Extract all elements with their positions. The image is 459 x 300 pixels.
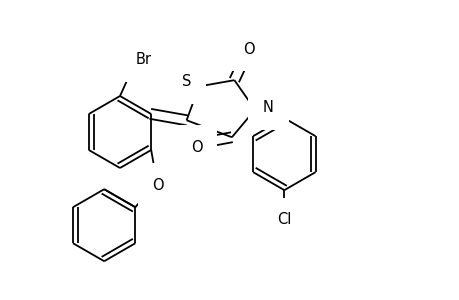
Text: Cl: Cl: [277, 212, 291, 227]
Text: S: S: [181, 74, 190, 89]
Text: O: O: [190, 140, 202, 155]
Text: O: O: [243, 42, 254, 57]
Text: O: O: [152, 178, 163, 193]
Text: N: N: [263, 100, 273, 115]
Text: Br: Br: [136, 52, 151, 68]
